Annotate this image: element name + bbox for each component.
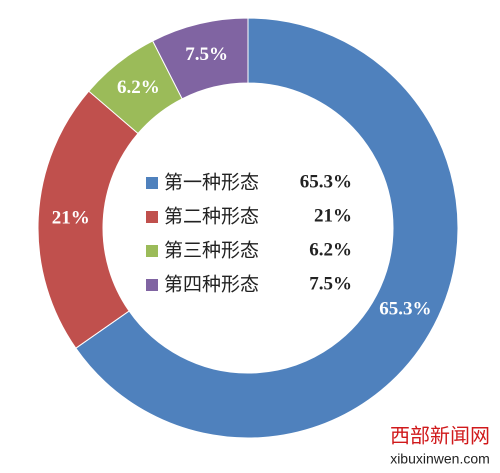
watermark-name: 西部新闻网 [390, 424, 490, 448]
slice-label: 65.3% [379, 298, 431, 319]
legend-value: 7.5% [309, 273, 352, 294]
donut-slice [75, 17, 459, 439]
donut-slice [151, 17, 249, 100]
slice-label: 21% [52, 207, 90, 228]
legend-swatch [146, 279, 158, 291]
legend-label: 第一种形态 [164, 172, 259, 194]
legend-value: 6.2% [309, 239, 352, 260]
slice-label: 7.5% [185, 44, 228, 65]
legend-label: 第三种形态 [164, 240, 259, 262]
legend-value: 65.3% [300, 171, 352, 192]
legend-swatch [146, 245, 158, 257]
legend-swatch [146, 211, 158, 223]
legend-label: 第二种形态 [164, 206, 259, 228]
slice-label: 6.2% [117, 77, 160, 98]
legend-swatch [146, 177, 158, 189]
watermark-url: xibuxinwen.com [390, 451, 490, 467]
legend-value: 21% [314, 205, 352, 226]
legend-label: 第四种形态 [164, 274, 259, 296]
